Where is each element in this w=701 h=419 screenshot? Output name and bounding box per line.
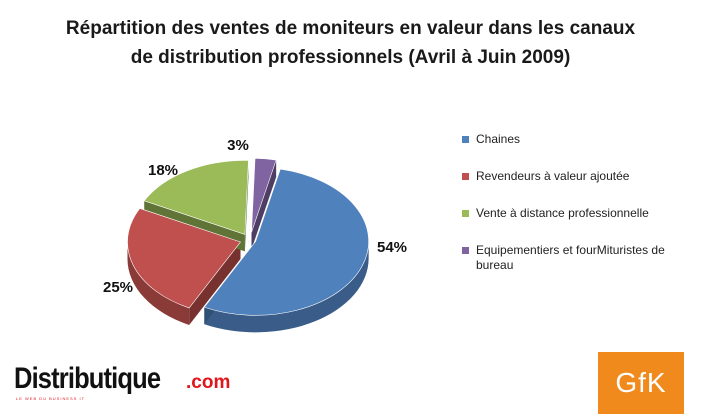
legend-label: Vente à distance professionnelle: [476, 206, 649, 220]
pie-data-label: 25%: [103, 279, 133, 296]
legend-label: Equipementiers et fourMituristes de bure…: [476, 243, 665, 272]
pie-slice-3: [143, 160, 249, 235]
legend-item: Vente à distance professionnelle: [462, 206, 698, 221]
pie-slice-face: [189, 242, 241, 325]
pie-data-label: 3%: [227, 137, 249, 154]
distributique-logo-brand: Distributique: [14, 362, 161, 395]
legend-swatch: [462, 210, 469, 217]
distributique-logo: Distributique .com LE WEB DU BUSINESS IT: [14, 362, 231, 401]
legend-swatch: [462, 173, 469, 180]
distributique-logo-tagline: LE WEB DU BUSINESS IT: [16, 396, 86, 401]
pie-slice-4: [251, 157, 277, 233]
pie-slice-side: [204, 241, 369, 333]
pie-slice-1: [203, 168, 369, 316]
legend-swatch: [462, 247, 469, 254]
pie-data-label: 18%: [148, 162, 178, 179]
pie-slice-2: [127, 208, 241, 309]
chart-title: Répartition des ventes de moniteurs en v…: [0, 14, 701, 72]
legend-label: Chaines: [476, 132, 521, 146]
pie-slice-side: [127, 242, 190, 325]
chart-title-line-2: de distribution professionnels (Avril à …: [130, 47, 571, 68]
legend-item: Chaines: [462, 132, 698, 147]
legend-swatch: [462, 136, 469, 143]
chart-title-line-1: Répartition des ventes de moniteurs en v…: [65, 18, 636, 39]
chart-legend: Chaines Revendeurs à valeur ajoutée Vente …: [462, 132, 698, 273]
distributique-logo-domain: .com: [186, 372, 231, 393]
legend-item: Revendeurs à valeur ajoutée: [462, 169, 698, 184]
pie-slice-face: [251, 160, 277, 250]
gfk-logo: GfK: [598, 352, 684, 414]
pie-data-label: 54%: [377, 239, 407, 256]
legend-item: Equipementiers et fourMituristes de bure…: [462, 243, 698, 273]
legend-label: Revendeurs à valeur ajoutée: [476, 169, 630, 183]
